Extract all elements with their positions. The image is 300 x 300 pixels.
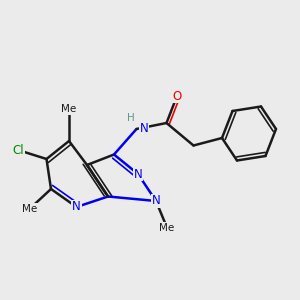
Text: N: N — [152, 194, 160, 208]
Text: Me: Me — [159, 223, 174, 233]
Text: Cl: Cl — [12, 143, 24, 157]
Text: O: O — [172, 89, 182, 103]
Text: N: N — [134, 167, 142, 181]
Text: Me: Me — [22, 203, 38, 214]
Text: N: N — [72, 200, 81, 214]
Text: Me: Me — [61, 104, 76, 115]
Text: H: H — [127, 112, 135, 123]
Text: N: N — [140, 122, 148, 136]
